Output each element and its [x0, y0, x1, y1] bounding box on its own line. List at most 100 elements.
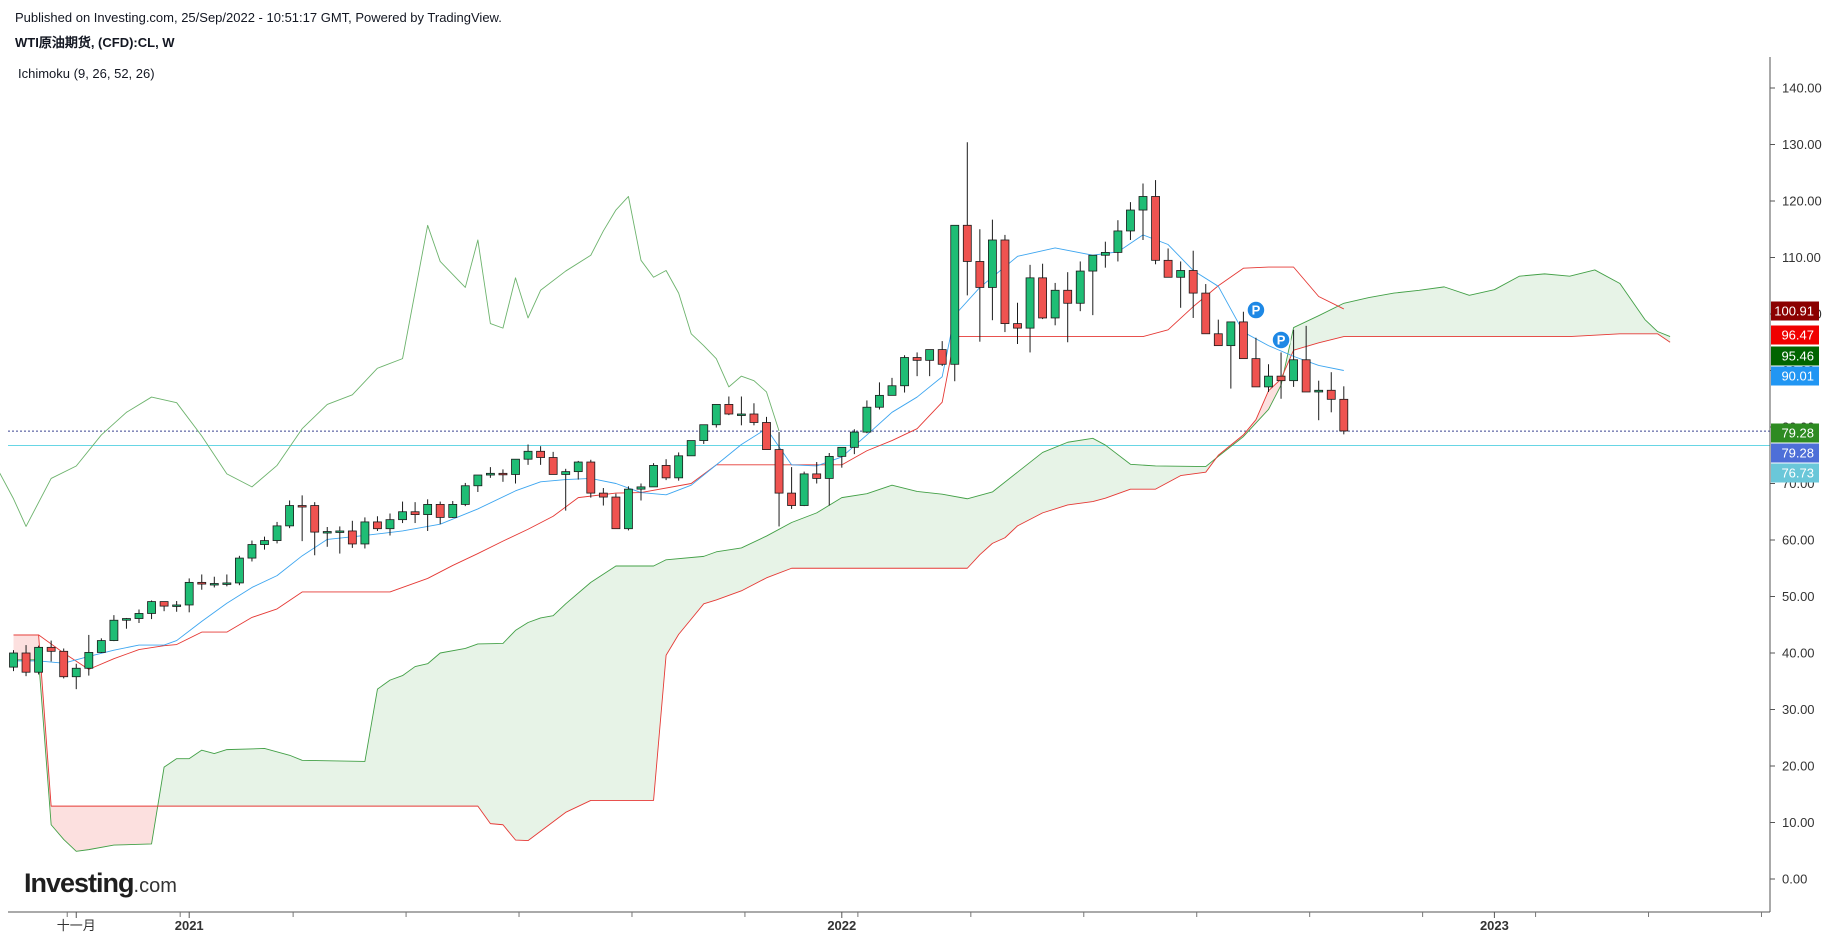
indicator-lines — [0, 196, 1671, 852]
candle — [975, 229, 985, 342]
candle — [737, 396, 746, 426]
candle-body — [1050, 289, 1060, 319]
symbol-title: WTI原油期货, (CFD):CL, W — [15, 35, 175, 50]
candle-body — [1276, 375, 1286, 382]
candle — [598, 488, 608, 506]
tenkan-line — [13, 234, 1344, 664]
candles — [9, 142, 1349, 690]
candle-body — [197, 581, 207, 585]
y-tick-label: 110.00 — [1782, 250, 1821, 265]
candle — [335, 526, 345, 554]
candle-body — [322, 531, 332, 534]
candle — [611, 493, 621, 530]
price-badge-label: 76.73 — [1781, 466, 1814, 481]
candle — [1213, 319, 1223, 347]
y-tick-label: 130.00 — [1782, 137, 1822, 152]
published-text: Published on Investing.com, 25/Sep/2022 … — [15, 10, 502, 25]
candle-body — [1088, 254, 1098, 272]
candle — [373, 516, 382, 531]
candle-body — [310, 505, 320, 533]
candle-body — [799, 473, 809, 506]
candle-body — [423, 504, 433, 515]
candle-body — [184, 581, 194, 606]
candle — [624, 486, 633, 531]
candle-body — [849, 431, 859, 448]
candle-body — [1264, 375, 1273, 388]
candle — [473, 474, 483, 492]
candle-body — [686, 440, 696, 457]
p-markers[interactable]: PP — [1246, 300, 1291, 350]
candle-body — [373, 521, 382, 530]
candle-body — [611, 496, 621, 530]
candle-body — [586, 461, 596, 494]
candle — [1314, 380, 1324, 421]
candle — [398, 501, 407, 524]
candle — [1226, 321, 1236, 389]
candle-body — [711, 403, 721, 426]
indicator-legend[interactable]: Ichimoku (9, 26, 52, 26) — [18, 66, 155, 81]
candle — [824, 452, 834, 506]
p-marker-circle — [1271, 330, 1291, 350]
y-tick-label: 50.00 — [1782, 589, 1815, 604]
price-badge-bg — [1771, 301, 1819, 321]
price-badges: 100.91 96.47 95.46 90.01 79.28 79.28 76.73 — [1771, 301, 1819, 483]
candle-body — [84, 652, 94, 669]
candle — [837, 446, 847, 468]
candle-body — [1100, 252, 1110, 256]
price-badge-label: 100.91 — [1774, 304, 1814, 319]
candle-body — [1326, 389, 1336, 400]
candle-body — [1301, 359, 1311, 393]
price-badge-label: 95.46 — [1781, 349, 1814, 364]
cloud-segment — [13, 634, 158, 852]
candle — [134, 609, 144, 624]
candle-body — [272, 525, 282, 541]
candle — [122, 617, 131, 629]
candle — [297, 495, 307, 542]
candle-body — [762, 422, 771, 451]
y-tick-label: 140.00 — [1782, 81, 1822, 96]
kijun-line — [13, 266, 1344, 670]
candle — [1289, 329, 1298, 387]
candle-body — [347, 530, 357, 545]
candle — [812, 462, 822, 484]
candle-body — [1188, 270, 1198, 294]
candle-body — [1151, 196, 1160, 261]
candle — [322, 527, 332, 547]
candle — [536, 446, 545, 465]
investing-logo: Investing.com — [24, 868, 177, 898]
candle-body — [812, 473, 822, 479]
price-badge: 90.01 — [1771, 366, 1819, 386]
candle — [1126, 202, 1135, 240]
price-badge-bg — [1771, 463, 1819, 483]
candle-body — [1075, 270, 1085, 304]
candle — [799, 471, 809, 507]
candle-body — [260, 540, 269, 545]
candle — [988, 219, 997, 321]
candle-body — [900, 357, 909, 387]
candle — [1138, 183, 1148, 240]
candle-body — [96, 640, 106, 653]
candle — [686, 440, 696, 457]
candle — [887, 377, 897, 396]
price-badge-label: 79.28 — [1781, 446, 1814, 461]
candle — [1050, 282, 1060, 326]
x-tick-label: 2021 — [175, 918, 204, 933]
price-badge: 100.91 — [1771, 301, 1819, 321]
candle-body — [1025, 277, 1035, 329]
candle-body — [598, 492, 608, 498]
candle-body — [1000, 239, 1010, 325]
candle-body — [1126, 209, 1135, 232]
candle — [159, 601, 169, 612]
price-badge: 79.28 — [1771, 443, 1819, 463]
candle-body — [699, 424, 709, 441]
candle — [172, 601, 182, 612]
candle-body — [749, 413, 759, 423]
candle — [1301, 325, 1311, 393]
candle — [937, 341, 947, 366]
candle-body — [649, 465, 658, 488]
candle — [1163, 248, 1173, 278]
candle-body — [435, 504, 445, 518]
candle-body — [1213, 333, 1223, 347]
x-tick-label: 十一月 — [57, 918, 96, 933]
